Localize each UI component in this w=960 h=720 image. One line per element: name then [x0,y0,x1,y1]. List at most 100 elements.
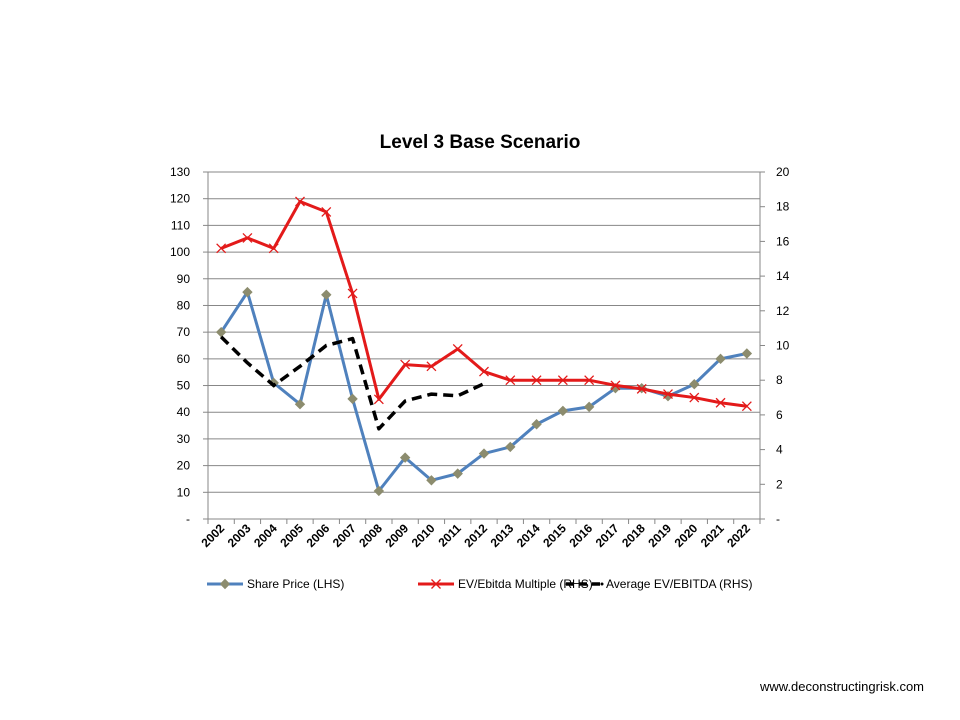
data-point-diamond [219,578,231,590]
x-tick-label: 2012 [461,521,490,550]
legend-dot [600,582,604,586]
x-tick-label: 2022 [724,521,753,550]
data-point-diamond [347,393,358,405]
data-point-cross [531,375,542,386]
data-point-diamond [689,378,700,390]
data-point-diamond [373,485,385,497]
x-tick-label: 2015 [540,521,569,550]
data-point-cross [505,375,516,386]
data-point-diamond [215,326,227,338]
x-tick-label: 2021 [698,521,727,550]
left-tick-label: 70 [177,325,191,339]
right-tick-label: 4 [776,443,783,457]
left-tick-label: - [186,512,190,526]
x-tick-label: 2020 [672,521,701,550]
legend-item-1: Share Price (LHS) [207,577,344,591]
data-point-cross [426,361,437,372]
data-point-cross [636,383,647,394]
data-point-cross [452,344,463,354]
x-tick-label: 2009 [382,521,411,550]
data-point-cross [431,579,441,589]
legend-label: Share Price (LHS) [247,577,344,591]
x-tick-label: 2010 [409,521,438,550]
x-tick-label: 2019 [645,521,674,550]
left-tick-label: 100 [170,245,190,259]
data-point-cross [715,397,726,408]
series-2 [216,196,752,412]
x-tick-label: 2011 [436,521,465,550]
data-point-diamond [321,289,332,300]
right-axis-ticks: - 2 4 6 8 10 12 14 16 18 20 [776,165,790,526]
x-tick-label: 2008 [356,521,385,550]
x-tick-label: 2017 [593,521,622,550]
data-point-cross [347,288,358,299]
legend-item-3: Average EV/EBITDA (RHS) [566,577,753,591]
x-tick-label: 2006 [304,521,333,550]
data-point-diamond [242,286,253,298]
data-point-cross [373,394,384,405]
data-point-cross [479,366,489,377]
data-point-cross [268,243,279,254]
left-tick-label: 120 [170,192,190,206]
right-tick-label: 12 [776,304,790,318]
series-line [220,199,748,408]
left-tick-label: 80 [177,298,191,312]
data-point-cross [216,243,227,254]
series-3 [219,335,485,431]
x-tick-label: 2018 [619,521,648,550]
data-point-cross [663,389,673,400]
x-tick-label: 2007 [330,521,359,550]
data-point-cross [242,232,253,243]
right-tick-label: 10 [776,339,790,353]
data-point-cross [400,359,411,370]
legend: Share Price (LHS) EV/Ebitda Multiple (RHS… [207,577,753,591]
data-point-cross [610,380,621,391]
data-point-diamond [294,399,306,410]
left-tick-label: 50 [177,379,191,393]
left-tick-label: 20 [177,459,191,473]
data-point-diamond [557,405,569,417]
series-line [219,335,485,431]
chart-title: Level 3 Base Scenario [380,132,581,153]
data-point-diamond [531,419,542,430]
right-tick-label: 18 [776,200,790,214]
data-point-diamond [583,401,595,413]
data-point-diamond [426,475,437,486]
data-point-cross [689,392,700,403]
data-point-diamond [478,448,490,459]
source-footer: www.deconstructingrisk.com [760,679,924,694]
legend-item-2: EV/Ebitda Multiple (RHS) [418,577,593,591]
x-tick-label: 2002 [198,521,227,550]
series-layer [215,196,753,497]
left-tick-label: 110 [171,218,190,232]
data-point-diamond [399,452,411,463]
legend-label: Average EV/EBITDA (RHS) [606,577,753,591]
right-tick-label: 20 [776,165,790,179]
data-point-cross [321,206,332,217]
right-tick-label: - [776,512,780,526]
legend-label: EV/Ebitda Multiple (RHS) [458,577,593,591]
x-axis-ticks: 2002200320042005200620072008200920102011… [198,521,753,550]
data-point-cross [584,375,595,386]
data-point-cross [741,401,752,412]
left-tick-label: 60 [177,352,191,366]
right-tick-label: 14 [776,269,790,283]
right-tick-label: 2 [776,477,783,491]
right-tick-label: 16 [776,234,790,248]
data-point-diamond [741,348,753,359]
data-point-diamond [505,441,516,453]
data-point-cross [295,196,305,207]
gridlines [208,171,760,493]
left-tick-label: 40 [177,405,191,419]
left-axis-ticks: - 10 20 30 40 50 60 70 80 90 100 110 120 130 [170,165,190,526]
data-point-cross [557,375,568,386]
x-tick-label: 2016 [566,521,595,550]
data-point-diamond [452,468,463,479]
x-tick-label: 2005 [277,521,306,550]
right-tick-label: 8 [776,373,783,387]
right-tick-label: 6 [776,408,783,422]
left-tick-label: 10 [177,485,191,499]
left-tick-label: 130 [170,165,190,179]
x-tick-label: 2014 [514,521,543,550]
